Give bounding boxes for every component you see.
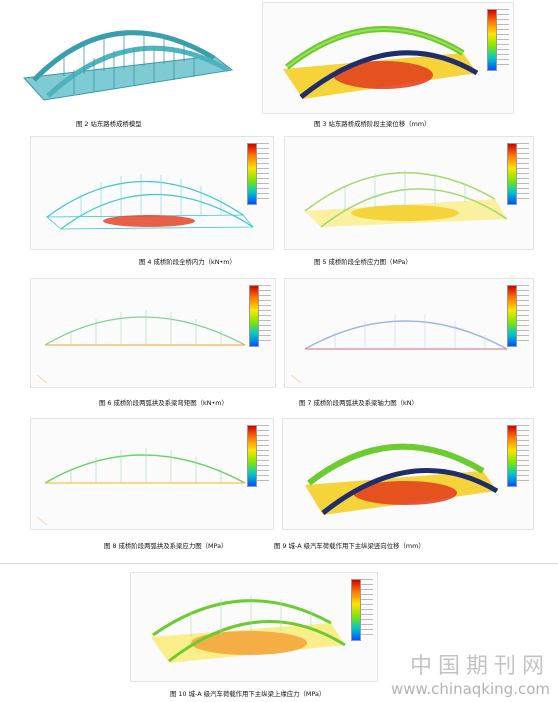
figure-2-caption: 图 2 站东路桥成桥模型 [76,120,142,128]
stress-wireframe [304,170,508,228]
figure-8-caption: 图 8 成桥阶段两弧拱及系梁应力图（MPa） [104,542,228,550]
color-legend [249,285,271,347]
figure-6-caption: 图 6 成桥阶段两弧拱及系梁弯矩图（kN•m） [99,399,228,407]
color-legend [507,143,529,205]
figure-5-caption: 图 5 成桥阶段全桥应力图（MPa） [314,258,412,266]
top-flange-stress-contour [151,595,346,663]
internal-force-wireframe [45,174,254,230]
figure-3-caption: 图 3 站东路桥成桥阶段主梁位移（mm） [314,120,431,128]
color-legend [487,9,509,71]
figure-7-caption: 图 7 成桥阶段两弧拱及系梁轴力图（kN） [299,399,418,407]
arch-stress-diagram [36,448,246,526]
page-divider [0,563,558,564]
color-legend [507,285,529,347]
figure-9-vertical-displacement [282,418,534,530]
watermark-cn: 中国期刊网 [409,654,550,679]
color-legend [507,425,529,487]
figure-5-stress [284,136,534,250]
figure-9-caption: 图 9 城-A 级汽车荷载作用下主纵梁竖向位移（mm） [274,542,425,550]
bending-moment-diagram [36,310,246,384]
vertical-displacement-contour [305,443,499,515]
bridge-model-drawing [22,30,234,101]
figure-4-internal-force [30,136,274,250]
figure-8-arch-stress [30,418,274,530]
figure-10-caption: 图 10 城-A 级汽车荷载作用下主纵梁上缘应力（MPa） [170,690,326,698]
watermark-url: www.chinaqking.com [390,680,550,698]
figure-10-top-flange-stress [130,572,378,682]
figure-7-axial-force [284,278,534,388]
color-legend [247,425,269,487]
color-legend [247,143,269,205]
axial-force-diagram [290,315,508,384]
color-legend [351,579,373,641]
displacement-contour [283,26,479,99]
figure-4-caption: 图 4 成桥阶段全桥内力（kN•m） [139,258,236,266]
figure-6-bending-moment [30,278,276,388]
watermark: 中国期刊网 www.chinaqking.com [391,648,550,698]
figure-3-displacement: ​ [262,2,514,114]
figure-2-model [14,8,240,118]
